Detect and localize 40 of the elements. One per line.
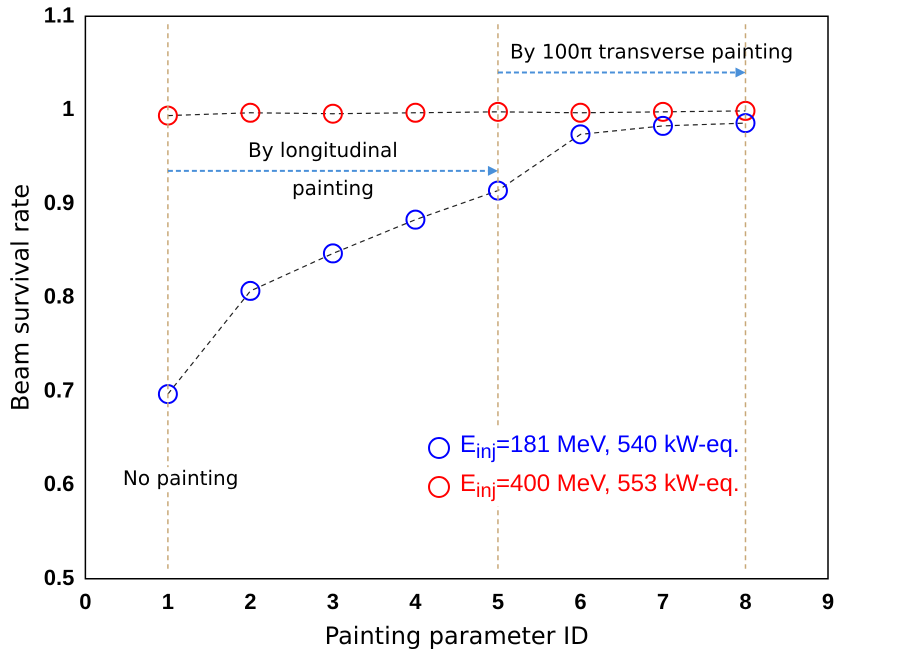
point: [158, 106, 178, 126]
x-tick-label: 2: [244, 589, 257, 614]
point: [405, 102, 426, 123]
point: [158, 384, 178, 404]
point: [240, 280, 260, 301]
point: [652, 102, 673, 122]
point: [652, 116, 673, 136]
point: [322, 104, 343, 124]
x-tick-label: 8: [739, 589, 752, 614]
y-tick-label: 1: [62, 96, 74, 122]
x-tick-label: 5: [492, 589, 504, 614]
point: [735, 113, 756, 134]
y-tick-label: 0.8: [44, 284, 74, 309]
x-tick-label: 6: [574, 589, 587, 614]
point: [570, 124, 590, 144]
y-tick-label: 0.5: [44, 564, 74, 590]
annotation: By longitudinal painting: [248, 138, 398, 200]
point: [570, 102, 590, 123]
y-tick-label: 0.9: [44, 190, 74, 215]
x-tick-label: 3: [326, 589, 340, 614]
annotation: No painting: [122, 466, 238, 490]
point: [488, 102, 508, 122]
x-tick-label: 0: [79, 589, 92, 614]
point: [488, 180, 508, 201]
x-tick-label: 7: [656, 589, 670, 614]
x-tick-label: 4: [409, 589, 422, 614]
point: [322, 243, 343, 264]
y-axis-title: Beam survival rate: [6, 184, 35, 412]
legend-label: E$_{inj}$=400 MeV, 553 kW-eq.: [460, 468, 740, 504]
y-tick-label: 1.1: [44, 2, 74, 28]
point: [735, 100, 756, 121]
y-tick-label: 0.6: [44, 471, 74, 496]
point: [405, 210, 426, 230]
point: [240, 102, 260, 123]
x-tick-label: 9: [822, 589, 834, 614]
x-axis-title: Painting parameter ID: [324, 622, 589, 650]
legend-label: E$_{inj}$=181 MeV, 540 kW-eq.: [460, 430, 740, 465]
annotation: By 100π transverse painting: [510, 39, 794, 64]
y-tick-label: 0.7: [44, 377, 74, 402]
x-tick-label: 1: [162, 589, 174, 614]
